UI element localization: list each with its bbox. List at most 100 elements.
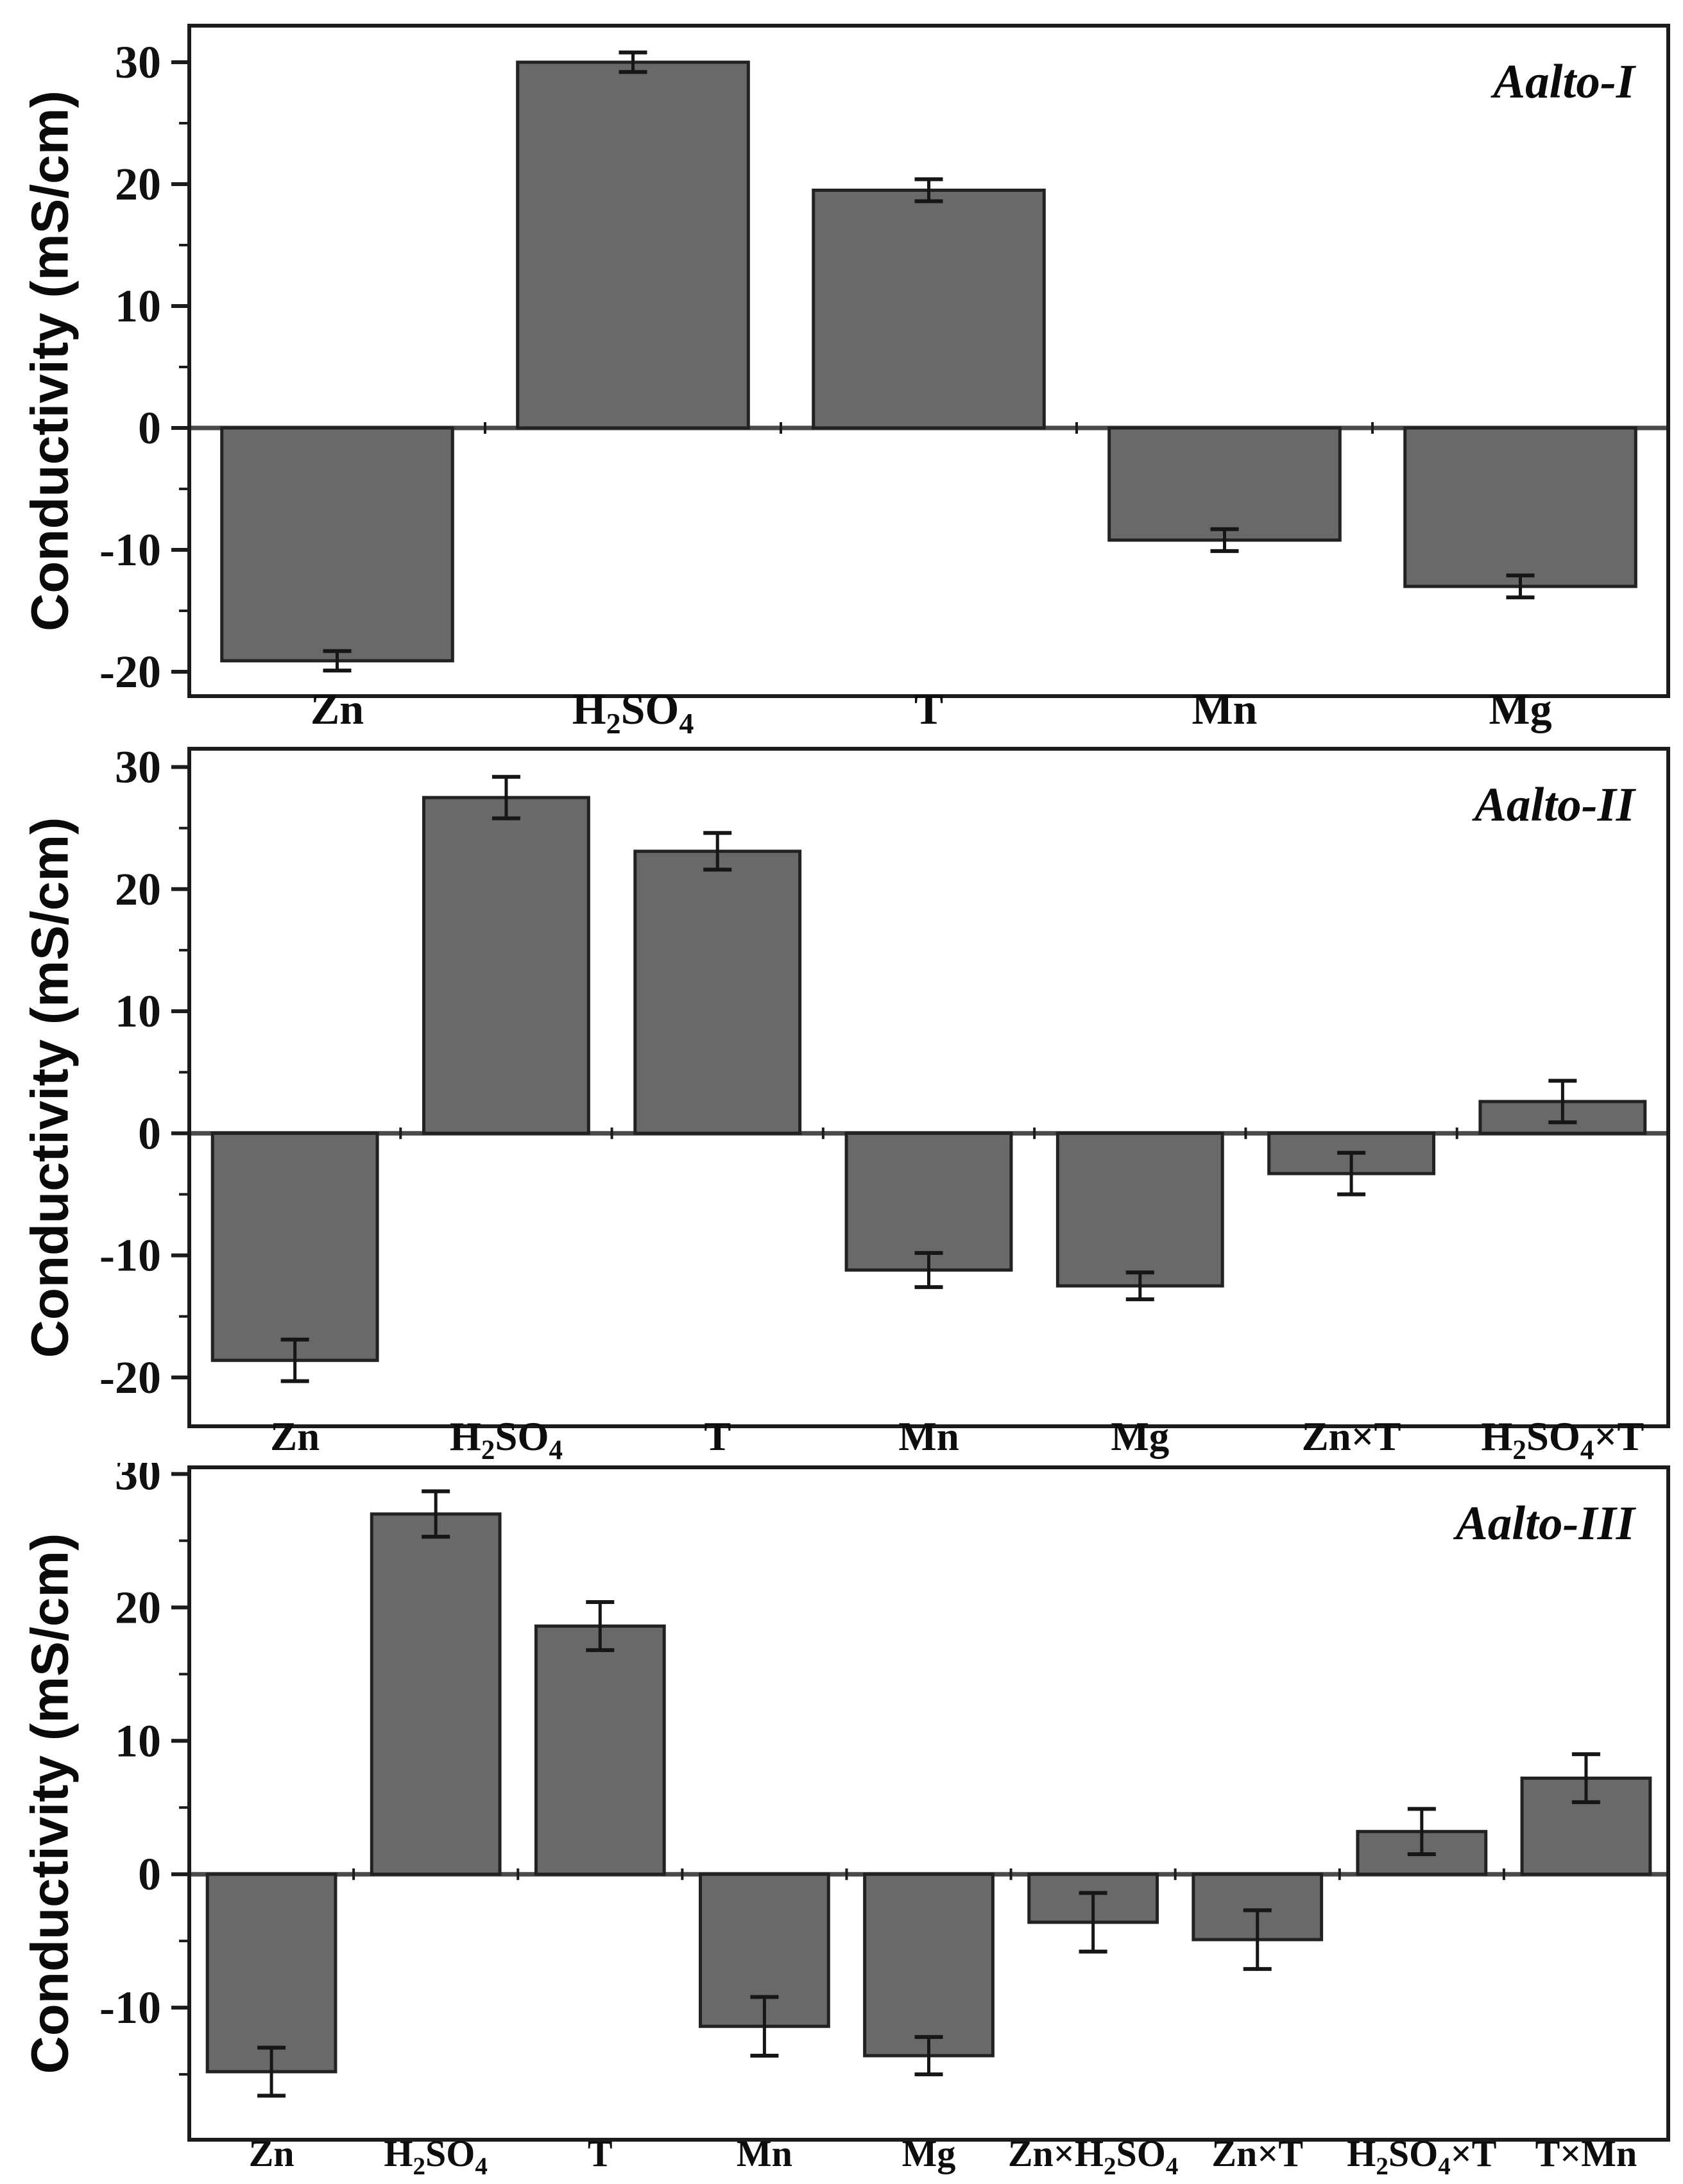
bar-Zn <box>205 1872 337 2074</box>
y-axis-title: Conductivity (mS/cm) <box>21 817 80 1358</box>
bar-H2SO4 <box>516 60 750 430</box>
bars-group <box>210 774 1647 1383</box>
y-tick-label: -10 <box>99 1230 161 1281</box>
y-tick-label: 0 <box>138 1107 161 1159</box>
error-bar <box>1210 527 1239 553</box>
x-category-label: Mn <box>898 1414 959 1459</box>
x-category-label: Mg <box>902 2133 956 2174</box>
bar-Zn <box>210 1131 379 1362</box>
x-category-label: H2SO4×T <box>1481 1414 1644 1463</box>
error-bar <box>914 177 943 203</box>
x-category-label: H2SO4 <box>572 685 694 738</box>
y-tick-label: 0 <box>138 1848 161 1900</box>
y-axis-title: Conductivity (mS/cm) <box>21 90 80 631</box>
y-axis: -20 -10 0 10 20 30 <box>99 37 189 697</box>
chart-panel-aalto-iii: -10 0 10 20 30 Zn H2SO4 T Mn Mg Zn×H2SO4 Zn×T H2SO4×… <box>0 1463 1683 2184</box>
y-tick-label: 0 <box>138 402 161 454</box>
x-category-label: Zn×T <box>1211 2133 1303 2174</box>
y-tick-label: 30 <box>115 742 161 793</box>
x-category-label: Mg <box>1489 685 1551 733</box>
panel-label: Aalto-II <box>1472 778 1637 832</box>
y-axis: -20 -10 0 10 20 30 <box>99 742 189 1403</box>
bar-T <box>633 849 802 1135</box>
x-category-label: Zn <box>270 1414 320 1459</box>
x-category-label: Zn <box>249 2133 295 2174</box>
error-bar <box>914 2035 943 2077</box>
x-category-label: Zn×T <box>1302 1414 1401 1459</box>
x-category-labels: Zn H2SO4 T Mn Mg Zn×H2SO4 Zn×T H2SO4×T T×Mn <box>249 2133 1637 2180</box>
bars-group <box>220 50 1637 673</box>
bar-H2SO4 <box>370 1512 502 1876</box>
chart-panel-aalto-ii: -20 -10 0 10 20 30 Zn H2SO4 T Mn Mg Zn×T H2SO4×T Aalt… <box>0 738 1683 1463</box>
error-bar <box>280 1337 309 1383</box>
x-category-labels: Zn H2SO4 T Mn Mg Zn×T H2SO4×T <box>270 1414 1644 1463</box>
error-bar <box>1337 1150 1366 1197</box>
error-bar <box>257 2045 286 2098</box>
y-axis: -10 0 10 20 30 <box>99 1463 189 2076</box>
bars-group <box>205 1489 1652 2098</box>
bar-chart-aalto-i: -20 -10 0 10 20 30 Zn H2SO4 T Mn Mg Aalto-I Conducti… <box>0 0 1683 738</box>
x-category-label: Mn <box>1192 685 1258 733</box>
bar-Mg <box>863 1872 995 2058</box>
error-bar <box>703 831 732 872</box>
y-tick-label: 10 <box>115 985 161 1037</box>
x-axis-ticks <box>399 1127 1458 1139</box>
bar-Zn <box>220 426 454 663</box>
bar-Mn <box>844 1131 1013 1272</box>
error-bar <box>1243 1908 1272 1971</box>
bar-Mg <box>1055 1131 1224 1288</box>
x-category-label: H2SO4 <box>450 1414 563 1463</box>
x-category-label: T <box>704 1414 731 1459</box>
bar-Mn <box>1107 426 1342 542</box>
panel-label: Aalto-III <box>1453 1497 1637 1550</box>
error-bar <box>1548 1079 1577 1125</box>
panel-label: Aalto-I <box>1491 55 1637 108</box>
y-tick-label: 20 <box>115 158 161 210</box>
y-tick-label: -20 <box>99 1352 161 1403</box>
error-bar <box>422 1489 450 1539</box>
plot-border <box>187 747 1670 1428</box>
x-category-label: Mn <box>737 2133 792 2174</box>
bar-chart-aalto-ii: -20 -10 0 10 20 30 Zn H2SO4 T Mn Mg Zn×T H2SO4×T Aalt… <box>0 738 1683 1463</box>
x-category-label: T <box>588 2133 613 2174</box>
plot-border <box>187 1465 1670 2142</box>
x-category-label: Zn×H2SO4 <box>1008 2133 1178 2180</box>
error-bar <box>1125 1270 1154 1302</box>
error-bar <box>1506 573 1535 600</box>
bar-chart-aalto-iii: -10 0 10 20 30 Zn H2SO4 T Mn Mg Zn×H2SO4 Zn×T H2SO4×… <box>0 1463 1683 2184</box>
x-category-label: H2SO4×T <box>1347 2133 1496 2180</box>
error-bar <box>619 50 647 74</box>
y-tick-label: 10 <box>115 1715 161 1766</box>
y-tick-label: 30 <box>115 37 161 88</box>
y-tick-label: 20 <box>115 1582 161 1633</box>
error-bar <box>491 774 520 821</box>
error-bar <box>586 1600 615 1652</box>
bar-H2SO4 <box>422 796 590 1135</box>
x-category-label: Zn <box>311 685 364 733</box>
error-bar <box>750 1995 779 2058</box>
x-category-label: Mg <box>1111 1414 1169 1459</box>
y-tick-label: 30 <box>115 1463 161 1499</box>
error-bar <box>914 1250 943 1290</box>
error-bar <box>1407 1807 1436 1857</box>
y-tick-label: -20 <box>99 646 161 697</box>
x-category-label: T×Mn <box>1535 2133 1637 2174</box>
panel-background <box>0 1463 1683 2184</box>
x-axis-ticks <box>352 1868 1505 1881</box>
bar-T <box>534 1624 666 1876</box>
y-tick-label: -10 <box>99 524 161 576</box>
chart-panel-aalto-i: -20 -10 0 10 20 30 Zn H2SO4 T Mn Mg Aalto-I Conducti… <box>0 0 1683 738</box>
error-bar <box>1571 1752 1600 1804</box>
y-tick-label: 10 <box>115 280 161 332</box>
error-bar <box>323 649 352 673</box>
y-tick-label: 20 <box>115 864 161 915</box>
x-category-label: H2SO4 <box>384 2133 488 2180</box>
plot-border <box>187 24 1670 698</box>
x-category-label: T <box>914 685 943 733</box>
x-axis-ticks <box>484 422 1374 434</box>
x-category-labels: Zn H2SO4 T Mn Mg <box>311 685 1552 738</box>
bar-Mg <box>1403 426 1637 588</box>
bar-T <box>812 189 1046 430</box>
error-bar <box>1079 1891 1107 1954</box>
